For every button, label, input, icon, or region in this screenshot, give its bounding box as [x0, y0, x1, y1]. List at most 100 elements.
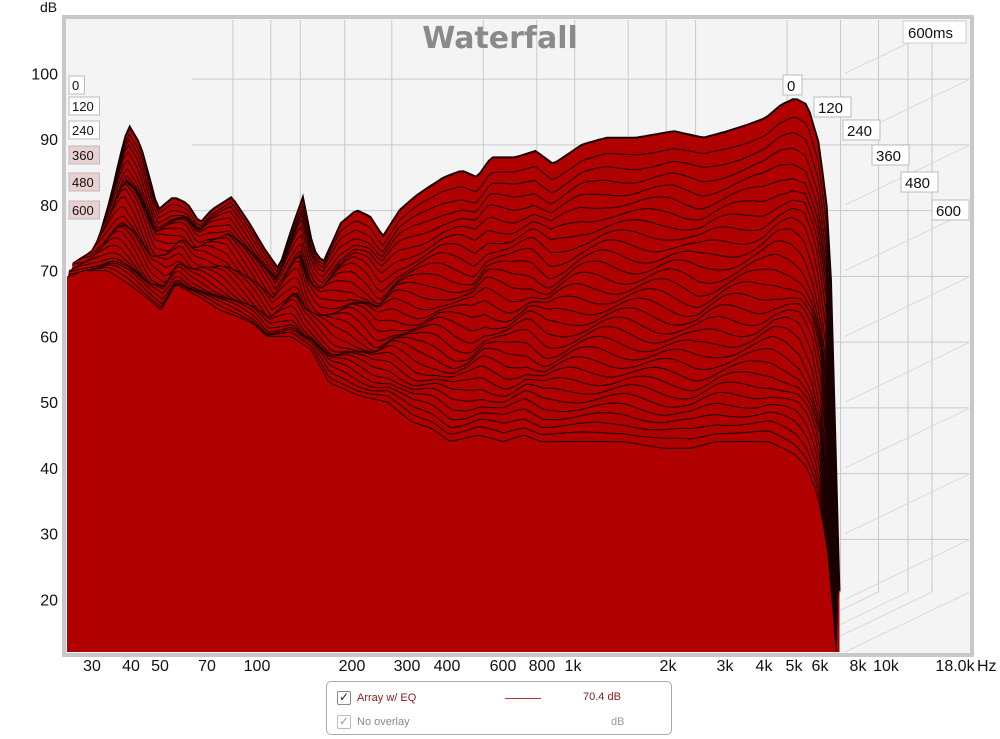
x-tick-label: 4k — [756, 658, 774, 675]
y-tick-label: 40 — [40, 461, 58, 478]
time-label-left-text: 480 — [72, 175, 94, 190]
x-tick-label: 8k — [850, 658, 868, 675]
y-tick-label: 100 — [31, 66, 58, 83]
time-label-right-text: 240 — [847, 123, 872, 140]
time-label-left: 600 — [68, 200, 100, 220]
waterfall-slice-line — [76, 159, 840, 586]
x-tick-label: 2k — [660, 658, 678, 675]
time-label-left-text: 0 — [72, 78, 79, 93]
legend-checkbox-overlay[interactable]: ✓ — [337, 714, 351, 729]
x-tick-label: 1k — [565, 658, 583, 675]
waterfall-slice-line — [72, 215, 839, 596]
time-label-right: 480 — [900, 171, 939, 193]
waterfall-slice-line — [73, 196, 839, 592]
legend-row-array[interactable]: ✓ Array w/ EQ — [337, 689, 416, 707]
legend-value-array: 70.4 dB — [583, 691, 621, 703]
x-tick-label: 6k — [812, 658, 830, 675]
waterfall-slice-line — [78, 98, 841, 592]
x-tick-label: 300 — [394, 658, 421, 675]
x-axis: 30 40 50 70 100 200 300 400 600 800 1k 2k 3k 4k 5k 6k 8k… — [83, 658, 975, 675]
legend-label-overlay: No overlay — [357, 716, 410, 728]
waterfall-slice-line — [73, 206, 839, 594]
x-tick-label: 100 — [244, 658, 271, 675]
x-tick-label: 5k — [786, 658, 804, 675]
legend-checkbox-array[interactable]: ✓ — [337, 690, 351, 705]
time-label-right-text: 360 — [876, 148, 901, 165]
time-label-left: 240 — [68, 120, 100, 140]
x-tick-label: 200 — [339, 658, 366, 675]
y-tick-label: 90 — [40, 132, 58, 149]
y-tick-label: 60 — [40, 329, 58, 346]
x-tick-label: 70 — [198, 658, 216, 675]
time-label-right: 0 — [782, 74, 803, 96]
waterfall-slice-line — [67, 264, 838, 644]
waterfall-slice-line — [69, 244, 838, 621]
time-label-left: 360 — [68, 145, 100, 165]
legend-value-overlay: dB — [611, 716, 625, 728]
time-label-left-text: 600 — [72, 203, 94, 218]
waterfall-slice-line — [77, 150, 840, 586]
waterfall-slice-line — [73, 187, 839, 591]
x-tick-label: 600 — [490, 658, 517, 675]
waterfall-slice-line — [69, 252, 838, 625]
waterfall-slice-line — [77, 131, 840, 589]
x-axis-unit: Hz — [977, 658, 997, 675]
legend-panel: ✓ Array w/ EQ 70.4 dB ✓ No overlay dB — [326, 681, 672, 735]
waterfall-slice-line — [70, 230, 838, 614]
time-label-right-text: 480 — [905, 175, 930, 192]
y-tick-label: 70 — [40, 264, 58, 281]
legend-line-swatch — [505, 698, 541, 699]
time-range-box: 600ms — [902, 20, 967, 44]
x-tick-label: 400 — [434, 658, 461, 675]
time-label-left-text: 240 — [72, 123, 94, 138]
waterfall-slice-line — [68, 262, 838, 641]
legend-label-array: Array w/ EQ — [357, 692, 417, 704]
time-label-left: 480 — [68, 172, 100, 192]
time-label-left: 120 — [68, 96, 100, 116]
waterfall-slice-line — [67, 266, 838, 647]
y-tick-label: 30 — [40, 527, 58, 544]
time-label-right: 120 — [813, 96, 852, 118]
time-label-left-text: 360 — [72, 148, 94, 163]
waterfall-slice-line — [69, 237, 838, 617]
waterfall-slice-line — [68, 260, 838, 637]
time-label-right: 600 — [931, 199, 970, 221]
time-label-right: 240 — [842, 119, 881, 141]
chart-title: Waterfall — [422, 21, 578, 56]
time-range-label: 600ms — [908, 25, 953, 42]
y-tick-label: 80 — [40, 198, 58, 215]
waterfall-slice-line — [78, 116, 840, 590]
y-axis: 20 30 40 50 60 70 80 90 100 — [31, 66, 58, 609]
waterfall-slice-line — [68, 257, 838, 630]
time-label-left: 0 — [68, 75, 85, 95]
waterfall-slice-fill — [67, 270, 837, 652]
grid-side-line — [844, 210, 969, 272]
waterfall-slice-line — [76, 167, 840, 586]
waterfall-slice-line — [75, 174, 840, 586]
y-axis-unit: dB — [40, 0, 57, 15]
legend-row-overlay[interactable]: ✓ No overlay — [337, 713, 410, 731]
x-tick-label: 18.0k — [935, 658, 975, 675]
time-label-right-text: 120 — [818, 100, 843, 117]
x-tick-label: 800 — [529, 658, 556, 675]
y-tick-label: 50 — [40, 395, 58, 412]
grid-side-line — [844, 342, 969, 403]
x-tick-label: 40 — [122, 658, 140, 675]
grid-side-line — [844, 473, 969, 535]
x-tick-label: 50 — [151, 658, 169, 675]
waterfall-slice-line — [77, 144, 840, 587]
waterfall-surface — [67, 98, 841, 652]
time-label-right: 360 — [871, 144, 910, 166]
x-tick-label: 10k — [873, 658, 900, 675]
y-tick-label: 20 — [40, 592, 58, 609]
grid-side-line — [844, 407, 969, 469]
time-label-right-text: 600 — [936, 203, 961, 220]
time-label-left-text: 120 — [72, 99, 94, 114]
grid-side-line — [844, 539, 969, 600]
time-label-right-text: 0 — [787, 78, 795, 95]
grid-floor-line — [844, 591, 969, 652]
grid-side-line — [844, 276, 969, 337]
waterfall-slice-line — [72, 221, 839, 600]
